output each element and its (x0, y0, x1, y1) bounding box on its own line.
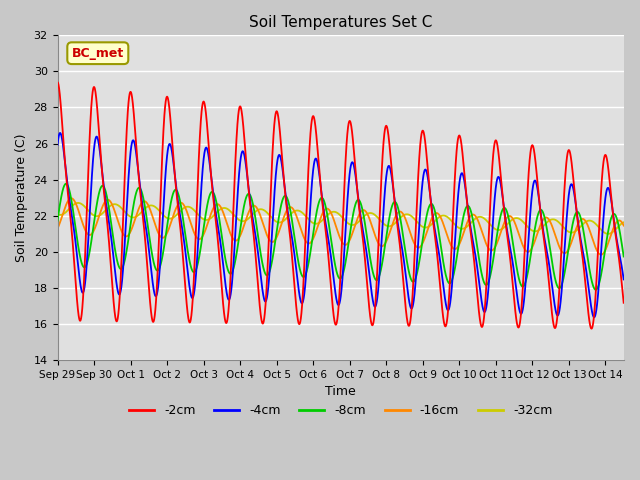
Legend: -2cm, -4cm, -8cm, -16cm, -32cm: -2cm, -4cm, -8cm, -16cm, -32cm (124, 399, 557, 422)
X-axis label: Time: Time (325, 385, 356, 398)
Text: BC_met: BC_met (72, 47, 124, 60)
Y-axis label: Soil Temperature (C): Soil Temperature (C) (15, 133, 28, 262)
Title: Soil Temperatures Set C: Soil Temperatures Set C (249, 15, 432, 30)
